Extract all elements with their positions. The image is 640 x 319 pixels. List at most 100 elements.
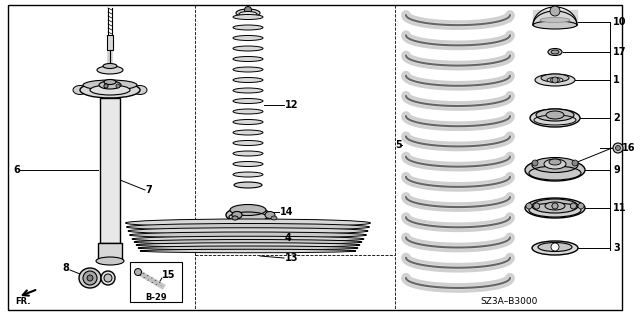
Ellipse shape	[84, 85, 98, 94]
Bar	[100, 98, 120, 243]
Circle shape	[526, 203, 532, 209]
Ellipse shape	[271, 216, 277, 220]
Text: 16: 16	[622, 143, 636, 153]
Ellipse shape	[233, 120, 263, 124]
Ellipse shape	[233, 35, 263, 41]
Ellipse shape	[233, 99, 263, 103]
Ellipse shape	[233, 78, 263, 83]
Ellipse shape	[546, 111, 564, 119]
Circle shape	[550, 6, 560, 16]
Ellipse shape	[548, 48, 562, 56]
Ellipse shape	[122, 85, 136, 94]
Circle shape	[104, 84, 108, 88]
Ellipse shape	[90, 85, 130, 95]
Text: 15: 15	[162, 270, 175, 280]
Ellipse shape	[530, 109, 580, 127]
Ellipse shape	[129, 232, 367, 238]
Ellipse shape	[104, 79, 116, 85]
Ellipse shape	[127, 224, 369, 231]
Circle shape	[613, 143, 623, 153]
Text: 14: 14	[280, 207, 294, 217]
Ellipse shape	[233, 88, 263, 93]
Ellipse shape	[133, 85, 147, 94]
Text: 9: 9	[613, 165, 620, 175]
Circle shape	[134, 269, 141, 276]
Ellipse shape	[232, 211, 242, 219]
Ellipse shape	[238, 234, 258, 241]
Ellipse shape	[84, 85, 98, 94]
Ellipse shape	[532, 241, 578, 255]
Circle shape	[551, 243, 559, 251]
Ellipse shape	[525, 198, 585, 218]
Ellipse shape	[232, 216, 238, 220]
Ellipse shape	[73, 85, 87, 94]
Circle shape	[616, 145, 621, 151]
Ellipse shape	[87, 275, 93, 281]
Polygon shape	[137, 272, 163, 286]
Text: 6: 6	[13, 165, 20, 175]
Ellipse shape	[134, 240, 362, 244]
Ellipse shape	[233, 140, 263, 145]
Ellipse shape	[125, 219, 371, 227]
Text: SZ3A–B3000: SZ3A–B3000	[480, 298, 538, 307]
Ellipse shape	[545, 202, 565, 210]
Circle shape	[532, 160, 538, 166]
Circle shape	[570, 203, 577, 209]
Text: 1: 1	[613, 75, 620, 85]
Ellipse shape	[83, 80, 137, 90]
Circle shape	[572, 160, 578, 166]
Text: 7: 7	[145, 185, 152, 195]
Text: 4: 4	[285, 233, 292, 243]
Ellipse shape	[80, 82, 140, 98]
Ellipse shape	[140, 249, 356, 253]
Ellipse shape	[540, 18, 570, 23]
Circle shape	[534, 203, 540, 209]
Ellipse shape	[226, 207, 270, 223]
Circle shape	[104, 84, 108, 88]
Ellipse shape	[541, 74, 569, 82]
Text: 2: 2	[613, 113, 620, 123]
Ellipse shape	[535, 74, 575, 86]
Circle shape	[116, 84, 120, 88]
Ellipse shape	[233, 67, 263, 72]
Circle shape	[578, 203, 584, 209]
Ellipse shape	[232, 211, 242, 219]
Ellipse shape	[96, 257, 124, 265]
Ellipse shape	[233, 130, 263, 135]
Ellipse shape	[236, 9, 260, 17]
Ellipse shape	[265, 211, 275, 219]
Ellipse shape	[532, 158, 578, 173]
Ellipse shape	[233, 172, 263, 177]
Ellipse shape	[550, 78, 560, 82]
Ellipse shape	[128, 228, 368, 234]
Ellipse shape	[101, 271, 115, 285]
Text: FR.: FR.	[15, 298, 31, 307]
Ellipse shape	[233, 151, 263, 156]
Circle shape	[552, 203, 558, 209]
Ellipse shape	[99, 81, 121, 89]
Ellipse shape	[525, 159, 585, 181]
Text: 5: 5	[395, 140, 402, 150]
Ellipse shape	[244, 236, 252, 240]
Ellipse shape	[79, 268, 101, 288]
Bar	[107, 35, 113, 50]
Ellipse shape	[544, 159, 566, 169]
Ellipse shape	[233, 56, 263, 62]
Ellipse shape	[132, 236, 364, 242]
Bar	[98, 243, 122, 261]
Ellipse shape	[122, 85, 136, 94]
Circle shape	[244, 6, 252, 13]
Ellipse shape	[232, 216, 238, 220]
Ellipse shape	[549, 159, 561, 165]
Ellipse shape	[138, 246, 358, 250]
Circle shape	[570, 203, 577, 209]
Ellipse shape	[532, 199, 578, 213]
Text: 11: 11	[613, 203, 627, 213]
Text: 8: 8	[62, 263, 69, 273]
Text: 3: 3	[613, 243, 620, 253]
Ellipse shape	[97, 66, 123, 74]
Ellipse shape	[538, 242, 572, 251]
Ellipse shape	[536, 109, 574, 121]
Ellipse shape	[233, 109, 263, 114]
Text: B-29: B-29	[145, 293, 166, 302]
